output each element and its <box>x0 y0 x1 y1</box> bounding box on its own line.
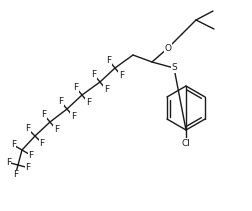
Text: F: F <box>71 112 76 121</box>
Text: F: F <box>54 125 59 134</box>
Text: F: F <box>104 85 109 94</box>
Text: S: S <box>171 64 177 73</box>
Text: F: F <box>91 70 96 79</box>
Text: F: F <box>13 170 18 179</box>
Text: F: F <box>25 163 30 172</box>
Text: F: F <box>119 71 124 80</box>
Text: F: F <box>106 56 111 65</box>
Text: F: F <box>41 110 46 119</box>
Text: F: F <box>73 83 78 92</box>
Text: O: O <box>165 43 172 53</box>
Text: Cl: Cl <box>181 138 191 147</box>
Text: F: F <box>40 139 45 147</box>
Text: F: F <box>25 124 30 133</box>
Text: F: F <box>86 98 91 107</box>
Text: F: F <box>11 141 16 149</box>
Text: F: F <box>28 151 33 160</box>
Text: F: F <box>6 158 11 167</box>
Text: F: F <box>58 97 63 106</box>
